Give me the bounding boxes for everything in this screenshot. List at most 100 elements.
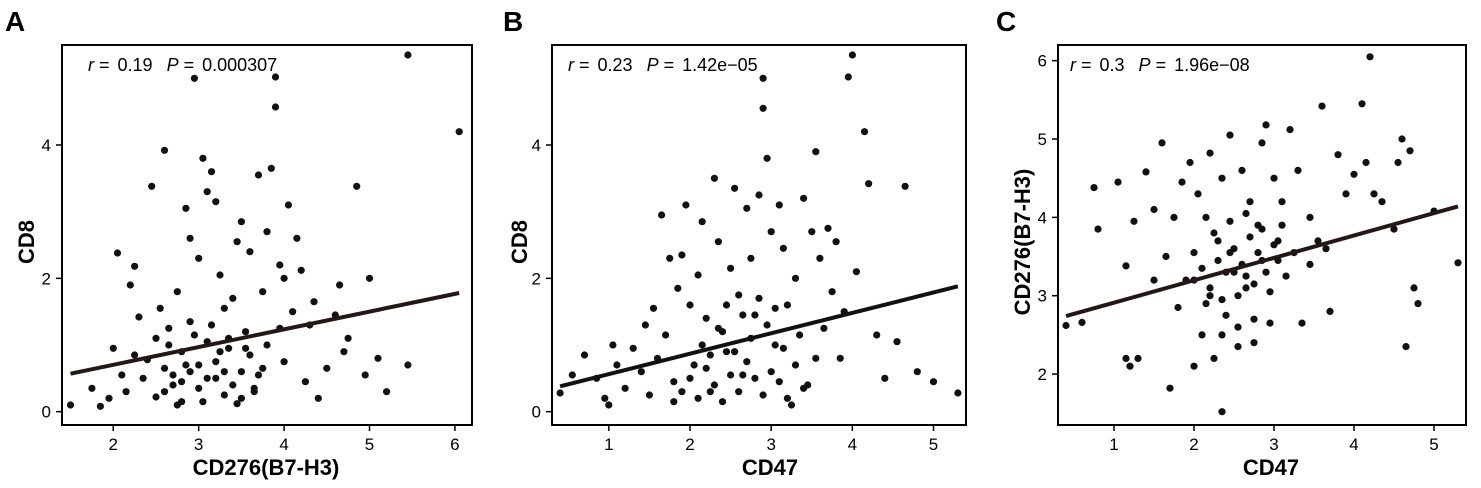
data-point-c-48 (1294, 166, 1302, 174)
data-point-b-92 (763, 321, 771, 329)
data-point-a-98 (199, 398, 207, 406)
data-point-b-80 (743, 358, 751, 366)
axes-c: 1 2 3 4 5 2 3 4 5 6 (1038, 44, 1467, 454)
p-value-c: 1.96e−08 (1174, 55, 1250, 75)
data-point-a-46 (246, 248, 254, 256)
data-point-c-56 (1350, 170, 1358, 178)
data-point-b-65 (873, 331, 881, 339)
data-point-b-89 (714, 324, 723, 332)
plot-area-c (1062, 53, 1462, 416)
x-tick-label-b-2: 3 (766, 435, 775, 454)
data-point-c-31 (1218, 174, 1226, 182)
data-point-a-85 (212, 358, 220, 366)
data-point-b-98 (755, 294, 763, 302)
x-tick-label-b-3: 4 (848, 435, 857, 454)
data-point-a-0 (66, 401, 75, 409)
data-point-c-11 (1150, 205, 1158, 214)
data-point-b-77 (718, 398, 727, 406)
data-point-c-72 (1198, 264, 1206, 272)
data-point-a-91 (165, 341, 173, 349)
data-point-a-100 (250, 388, 258, 396)
data-point-c-29 (1214, 237, 1222, 245)
x-tick-label-a-4: 6 (450, 435, 459, 454)
plot-frame-c (1057, 44, 1467, 426)
data-point-c-93 (1274, 237, 1282, 245)
data-point-c-35 (1234, 343, 1242, 351)
x-tick-label-c-4: 5 (1429, 435, 1438, 454)
data-point-b-85 (783, 394, 792, 402)
data-point-c-14 (1162, 252, 1170, 261)
data-point-c-38 (1246, 198, 1254, 206)
data-point-a-7 (122, 388, 130, 396)
p-symbol-c: P (1139, 55, 1151, 75)
data-point-b-28 (710, 174, 719, 182)
data-point-a-87 (229, 381, 237, 389)
data-point-b-60 (844, 73, 852, 81)
data-point-a-93 (207, 321, 216, 329)
data-point-c-7 (1126, 362, 1134, 370)
y-tick-label-c-1: 3 (1038, 287, 1047, 306)
data-point-a-101 (182, 361, 190, 369)
data-point-a-17 (156, 304, 164, 312)
data-point-c-97 (1226, 249, 1234, 257)
data-point-a-65 (314, 394, 322, 402)
data-point-a-9 (131, 262, 139, 270)
data-point-c-44 (1270, 174, 1278, 182)
data-point-a-30 (195, 361, 203, 369)
y-tick-label-a-2: 4 (42, 136, 51, 155)
data-point-b-33 (731, 184, 739, 192)
data-point-c-94 (1218, 331, 1226, 339)
data-point-a-60 (293, 234, 301, 242)
trend-line-c (1065, 204, 1459, 319)
data-point-b-35 (739, 371, 747, 379)
y-tick-label-a-0: 0 (42, 403, 51, 422)
data-point-a-97 (173, 401, 181, 409)
data-point-b-19 (674, 284, 682, 292)
data-point-a-99 (233, 400, 241, 408)
data-point-a-10 (131, 351, 139, 359)
data-point-a-22 (173, 288, 181, 296)
data-point-a-36 (212, 374, 220, 382)
data-point-b-15 (658, 211, 666, 219)
data-point-c-42 (1262, 121, 1270, 129)
data-point-c-39 (1250, 339, 1258, 347)
data-point-b-69 (913, 368, 921, 376)
data-point-b-64 (865, 180, 873, 188)
data-point-c-95 (1234, 323, 1242, 331)
data-point-b-9 (629, 344, 637, 352)
data-point-c-4 (1114, 178, 1122, 186)
data-point-c-92 (1258, 225, 1266, 233)
data-point-b-56 (828, 288, 836, 296)
data-point-a-54 (271, 73, 280, 81)
data-point-a-62 (301, 378, 309, 386)
data-point-b-12 (645, 391, 654, 399)
y-axis-title-a: CD8 (14, 220, 39, 264)
data-point-a-8 (126, 281, 134, 289)
p-eq-a: = (184, 55, 195, 75)
data-point-b-57 (832, 238, 840, 246)
data-point-c-61 (1378, 198, 1386, 206)
data-point-a-56 (280, 274, 288, 282)
data-point-a-43 (237, 218, 245, 226)
p-value-a: 0.000307 (202, 55, 277, 75)
data-point-c-64 (1398, 135, 1406, 143)
r-eq-a: = (99, 55, 110, 75)
data-point-b-88 (698, 341, 706, 349)
data-point-c-73 (1206, 284, 1214, 292)
data-point-b-82 (759, 391, 767, 399)
data-point-c-8 (1130, 217, 1138, 225)
y-tick-label-a-1: 2 (42, 269, 51, 288)
data-point-a-96 (259, 364, 267, 372)
data-point-b-54 (820, 324, 828, 332)
r-symbol-c: r (1070, 55, 1077, 75)
data-point-a-39 (220, 391, 228, 399)
data-point-b-22 (686, 301, 694, 309)
data-point-b-27 (706, 388, 714, 396)
data-point-b-0 (556, 389, 564, 397)
data-point-a-3 (105, 394, 113, 402)
data-point-b-41 (759, 74, 767, 82)
data-point-c-74 (1214, 256, 1222, 265)
data-point-a-52 (267, 164, 275, 172)
data-point-b-95 (812, 354, 820, 362)
